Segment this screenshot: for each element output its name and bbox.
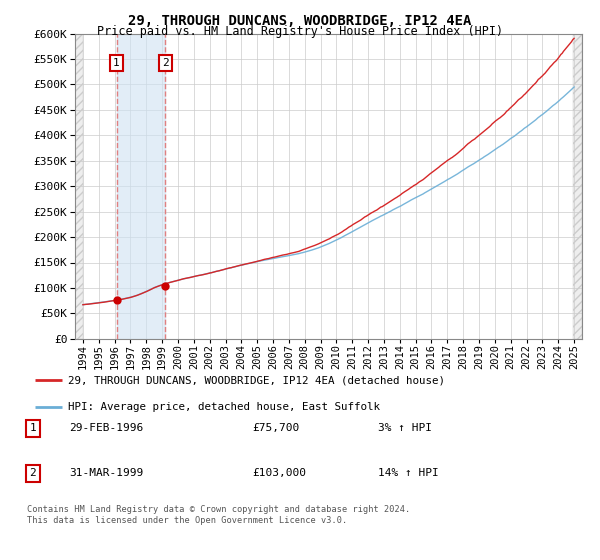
Text: 29, THROUGH DUNCANS, WOODBRIDGE, IP12 4EA: 29, THROUGH DUNCANS, WOODBRIDGE, IP12 4E… [128, 14, 472, 28]
Text: £103,000: £103,000 [252, 468, 306, 478]
Text: 14% ↑ HPI: 14% ↑ HPI [378, 468, 439, 478]
Text: HPI: Average price, detached house, East Suffolk: HPI: Average price, detached house, East… [68, 402, 380, 412]
Text: 3% ↑ HPI: 3% ↑ HPI [378, 423, 432, 433]
Text: Price paid vs. HM Land Registry's House Price Index (HPI): Price paid vs. HM Land Registry's House … [97, 25, 503, 38]
Text: 29-FEB-1996: 29-FEB-1996 [69, 423, 143, 433]
Text: Contains HM Land Registry data © Crown copyright and database right 2024.
This d: Contains HM Land Registry data © Crown c… [27, 505, 410, 525]
Text: 1: 1 [113, 58, 120, 68]
Text: £75,700: £75,700 [252, 423, 299, 433]
Text: 2: 2 [162, 58, 169, 68]
Text: 31-MAR-1999: 31-MAR-1999 [69, 468, 143, 478]
Text: 1: 1 [29, 423, 37, 433]
Text: 2: 2 [29, 468, 37, 478]
Bar [116, 34, 166, 339]
Text: 29, THROUGH DUNCANS, WOODBRIDGE, IP12 4EA (detached house): 29, THROUGH DUNCANS, WOODBRIDGE, IP12 4E… [68, 375, 445, 385]
